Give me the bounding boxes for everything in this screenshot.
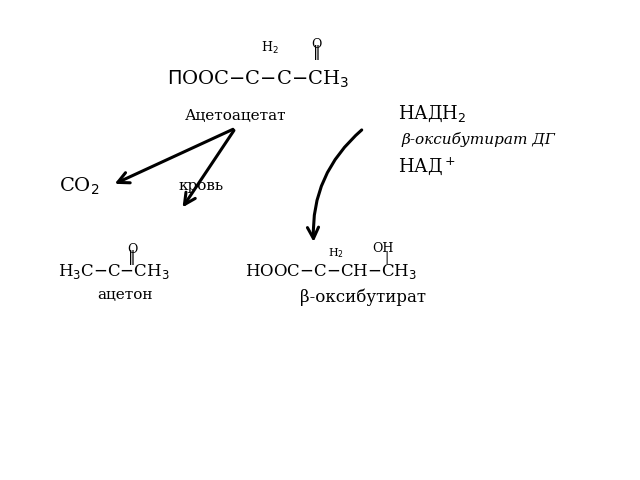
Text: кровь: кровь	[179, 180, 223, 193]
Text: H$_3$C$-$C$-$CH$_3$: H$_3$C$-$C$-$CH$_3$	[58, 262, 170, 281]
Text: ‖: ‖	[129, 250, 136, 264]
Text: НАДН$_2$: НАДН$_2$	[398, 104, 467, 124]
Text: Ацетоацетат: Ацетоацетат	[185, 109, 286, 123]
Text: ацетон: ацетон	[97, 288, 152, 301]
Text: ‖: ‖	[313, 45, 321, 60]
Text: H$_2$: H$_2$	[261, 40, 279, 56]
Text: НАД$^+$: НАД$^+$	[398, 156, 456, 177]
Text: β-оксибутират ДГ: β-оксибутират ДГ	[401, 132, 556, 147]
Text: β-оксибутират: β-оксибутират	[300, 288, 426, 306]
Text: OH: OH	[372, 242, 394, 255]
Text: HOOC$-$C$-$CH$-$CH$_3$: HOOC$-$C$-$CH$-$CH$_3$	[245, 262, 417, 281]
Text: $\Pi$OOC$-$C$-$C$-$CH$_3$: $\Pi$OOC$-$C$-$C$-$CH$_3$	[166, 69, 349, 90]
Text: |: |	[384, 251, 388, 264]
Text: H$_2$: H$_2$	[328, 246, 344, 260]
Text: O: O	[312, 38, 322, 51]
Text: CO$_2$: CO$_2$	[59, 176, 99, 197]
Text: O: O	[127, 243, 138, 256]
